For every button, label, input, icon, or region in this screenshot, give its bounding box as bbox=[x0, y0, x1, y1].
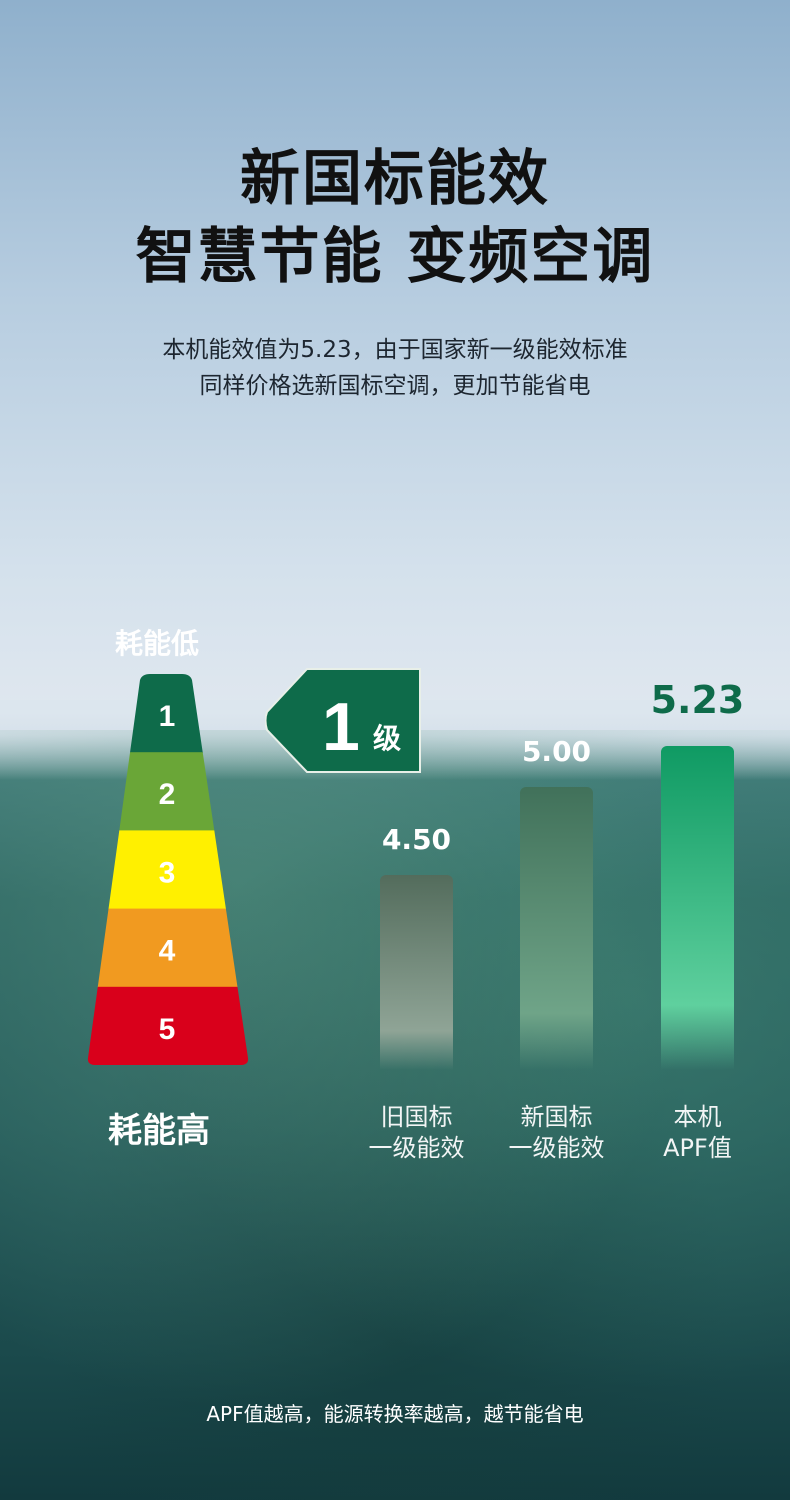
badge-number: 1 bbox=[322, 689, 360, 765]
bar-value-label: 5.23 bbox=[650, 678, 745, 722]
level-1-badge: 1 级 bbox=[265, 668, 421, 773]
bar-1 bbox=[380, 875, 453, 1070]
bar-2 bbox=[520, 786, 593, 1070]
level-band-5 bbox=[87, 986, 249, 1065]
subtitle-line-2: 同样价格选新国标空调，更加节能省电 bbox=[199, 373, 591, 399]
badge-unit: 级 bbox=[373, 722, 401, 755]
level-number: 1 bbox=[159, 700, 176, 733]
high-consumption-label: 耗能高 bbox=[108, 1111, 210, 1151]
category-label: 旧国标 一级能效 bbox=[368, 1103, 465, 1162]
level-band-4 bbox=[87, 908, 249, 988]
footer-note: APF值越高，能源转换率越高，越节能省电 bbox=[206, 1402, 584, 1426]
category-label: 新国标 一级能效 bbox=[508, 1103, 605, 1162]
bar-3 bbox=[661, 746, 734, 1070]
subtitle-line-1: 本机能效值为5.23，由于国家新一级能效标准 bbox=[162, 337, 628, 363]
level-number: 3 bbox=[159, 856, 176, 889]
level-number: 4 bbox=[159, 935, 176, 968]
title-line-2: 智慧节能 变频空调 bbox=[135, 222, 655, 292]
low-consumption-label: 耗能低 bbox=[115, 627, 200, 660]
category-label: 本机 APF值 bbox=[663, 1103, 732, 1162]
bar-value-label: 4.50 bbox=[381, 823, 452, 857]
level-number: 2 bbox=[159, 778, 176, 811]
title-line-1: 新国标能效 bbox=[240, 144, 550, 214]
level-number: 5 bbox=[159, 1013, 176, 1046]
bar-value-label: 5.00 bbox=[521, 734, 592, 768]
